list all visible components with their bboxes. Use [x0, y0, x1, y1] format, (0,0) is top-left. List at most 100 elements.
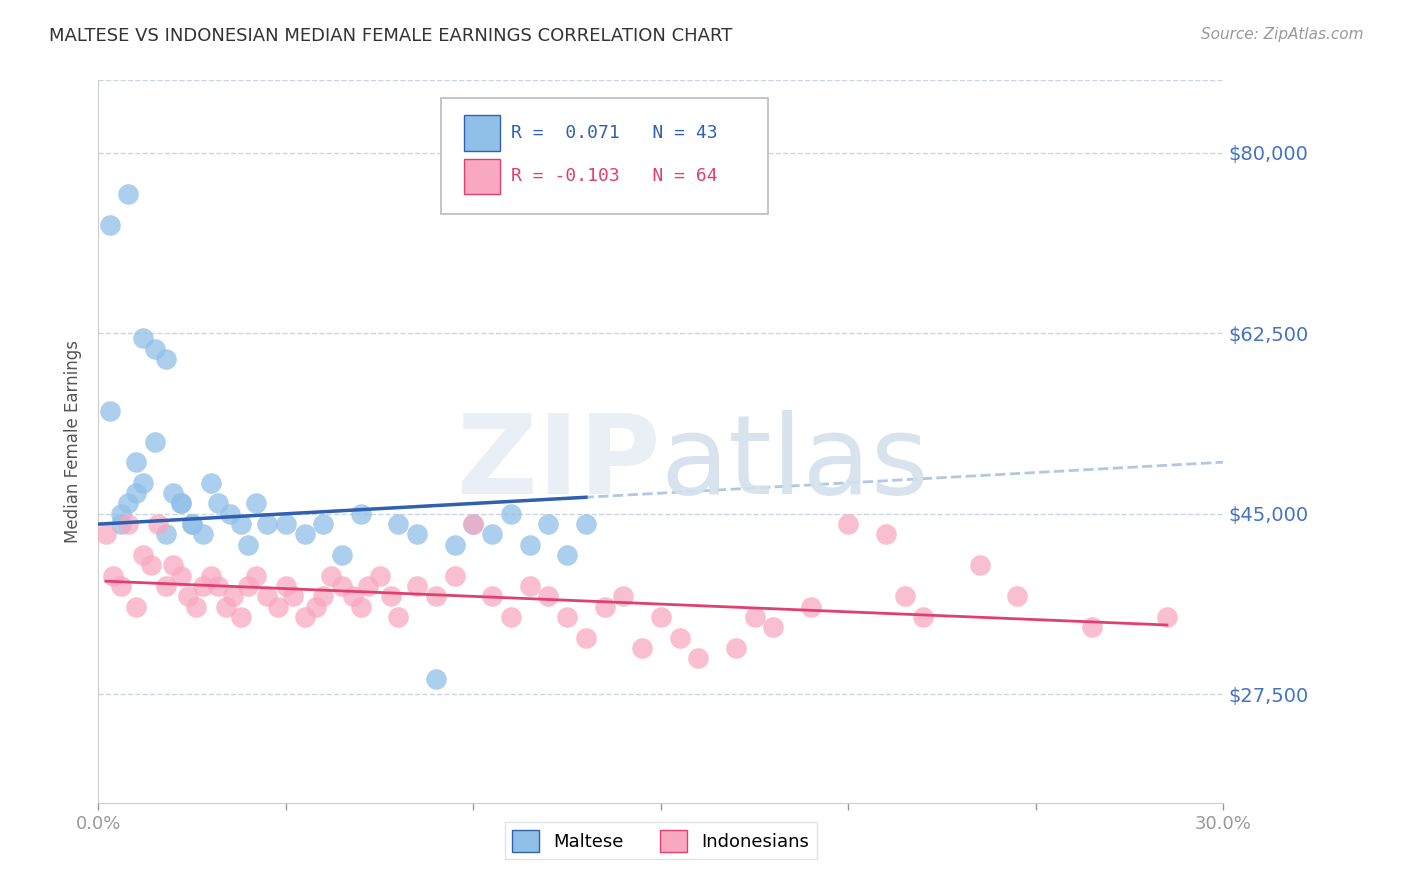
Point	[481, 590, 503, 604]
Point	[256, 517, 278, 532]
Text: MALTESE VS INDONESIAN MEDIAN FEMALE EARNINGS CORRELATION CHART: MALTESE VS INDONESIAN MEDIAN FEMALE EARN…	[49, 27, 733, 45]
Point	[969, 558, 991, 573]
Point	[238, 538, 260, 552]
Point	[463, 517, 485, 532]
Point	[499, 610, 522, 624]
Point	[380, 590, 402, 604]
Point	[110, 517, 132, 532]
Point	[170, 568, 193, 582]
Point	[193, 579, 215, 593]
Point	[368, 568, 391, 582]
Point	[668, 631, 690, 645]
Point	[688, 651, 710, 665]
Point	[110, 579, 132, 593]
Point	[155, 351, 177, 366]
FancyBboxPatch shape	[464, 115, 501, 151]
Point	[229, 610, 252, 624]
Point	[274, 579, 297, 593]
Point	[425, 590, 447, 604]
Point	[893, 590, 915, 604]
Point	[200, 475, 222, 490]
Point	[350, 507, 373, 521]
Point	[193, 527, 215, 541]
Legend: Maltese, Indonesians: Maltese, Indonesians	[505, 822, 817, 859]
Point	[218, 507, 240, 521]
Point	[612, 590, 634, 604]
Point	[650, 610, 672, 624]
Point	[245, 568, 267, 582]
Point	[425, 672, 447, 686]
Point	[406, 579, 429, 593]
Point	[762, 620, 785, 634]
Point	[132, 548, 155, 562]
Point	[245, 496, 267, 510]
Point	[207, 579, 229, 593]
Point	[575, 631, 598, 645]
Point	[406, 527, 429, 541]
Point	[98, 403, 121, 417]
Point	[143, 342, 166, 356]
Point	[117, 186, 139, 201]
Point	[593, 599, 616, 614]
Point	[132, 475, 155, 490]
Point	[98, 218, 121, 232]
Point	[170, 496, 193, 510]
Point	[283, 590, 305, 604]
Point	[256, 590, 278, 604]
Point	[837, 517, 859, 532]
Point	[319, 568, 342, 582]
Y-axis label: Median Female Earnings: Median Female Earnings	[65, 340, 83, 543]
Point	[912, 610, 935, 624]
Point	[229, 517, 252, 532]
Point	[294, 610, 316, 624]
Point	[312, 590, 335, 604]
Point	[238, 579, 260, 593]
Point	[330, 548, 353, 562]
Text: R = -0.103   N = 64: R = -0.103 N = 64	[512, 168, 718, 186]
Text: ZIP: ZIP	[457, 409, 661, 516]
Point	[148, 517, 170, 532]
Text: atlas: atlas	[661, 409, 929, 516]
Point	[481, 527, 503, 541]
Point	[181, 517, 204, 532]
Text: R =  0.071   N = 43: R = 0.071 N = 43	[512, 124, 718, 142]
Point	[1081, 620, 1104, 634]
Point	[555, 548, 578, 562]
Point	[200, 568, 222, 582]
Point	[155, 527, 177, 541]
Point	[155, 579, 177, 593]
Point	[744, 610, 766, 624]
FancyBboxPatch shape	[441, 98, 768, 214]
Point	[207, 496, 229, 510]
Point	[555, 610, 578, 624]
Point	[139, 558, 162, 573]
Point	[537, 590, 560, 604]
Point	[357, 579, 380, 593]
Point	[875, 527, 897, 541]
Point	[330, 579, 353, 593]
Point	[125, 455, 148, 469]
Point	[519, 538, 541, 552]
Point	[342, 590, 364, 604]
Point	[125, 486, 148, 500]
FancyBboxPatch shape	[464, 159, 501, 194]
Point	[117, 496, 139, 510]
Point	[162, 486, 184, 500]
Point	[463, 517, 485, 532]
Point	[110, 507, 132, 521]
Point	[350, 599, 373, 614]
Point	[274, 517, 297, 532]
Point	[177, 590, 200, 604]
Point	[519, 579, 541, 593]
Point	[143, 434, 166, 449]
Point	[267, 599, 290, 614]
Point	[443, 538, 465, 552]
Point	[162, 558, 184, 573]
Point	[117, 517, 139, 532]
Point	[443, 568, 465, 582]
Point	[387, 517, 409, 532]
Point	[631, 640, 654, 655]
Point	[1005, 590, 1028, 604]
Point	[294, 527, 316, 541]
Point	[724, 640, 747, 655]
